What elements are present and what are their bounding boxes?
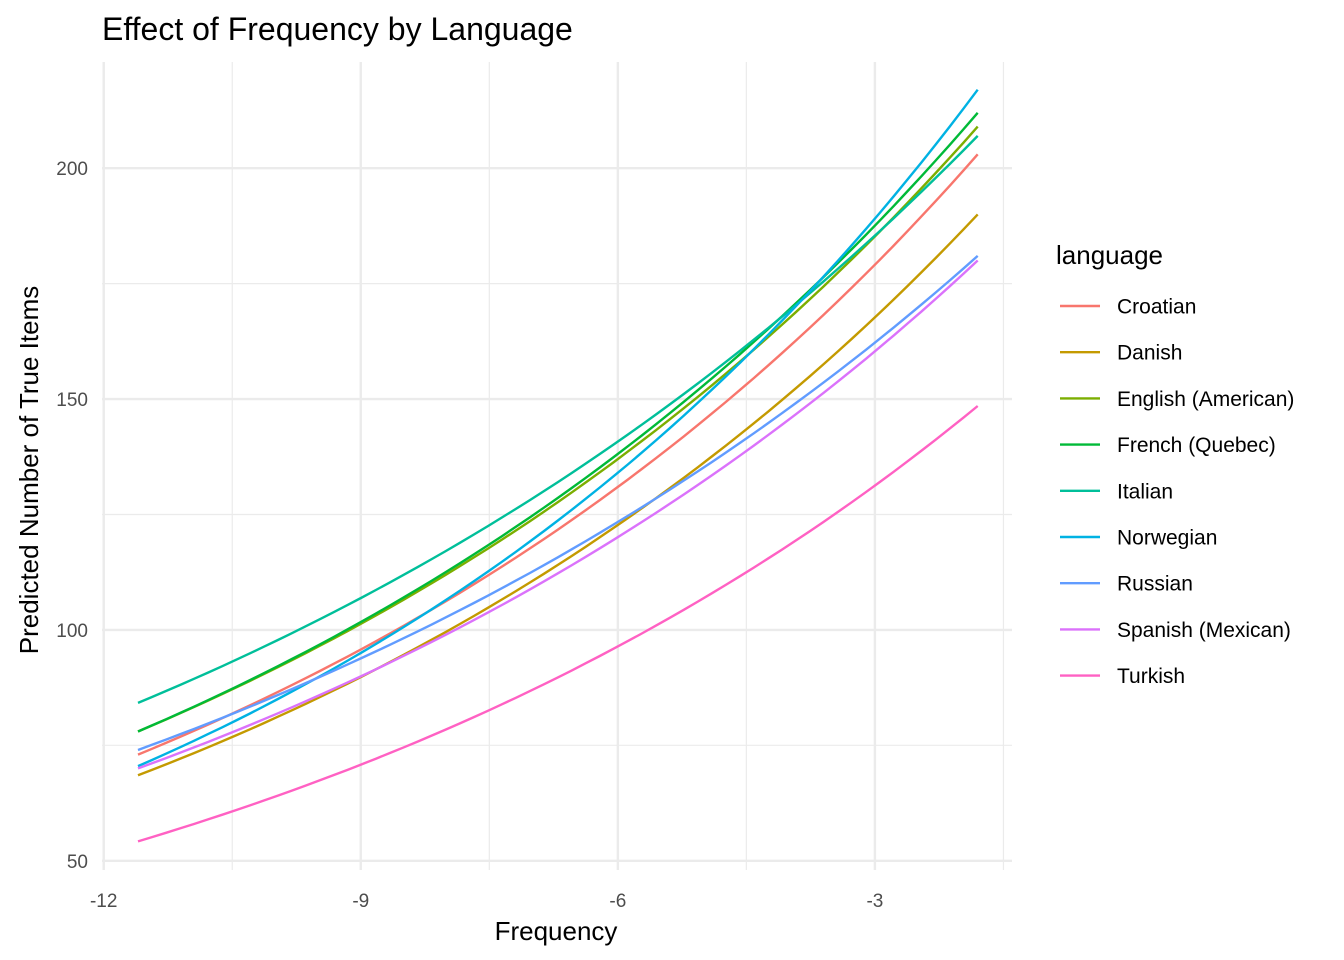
series-line-french-quebec: [137, 112, 979, 733]
legend-item: Turkish: [1060, 665, 1185, 688]
series-line-spanish-mexican: [137, 259, 979, 770]
x-tick-label: -9: [352, 891, 369, 912]
series-line-italian: [137, 135, 979, 705]
legend-item: Italian: [1060, 480, 1173, 503]
legend-label: French (Quebec): [1117, 434, 1276, 457]
y-tick-label: 200: [56, 159, 88, 180]
series-line-norwegian: [137, 88, 979, 768]
x-tick-label: -3: [866, 891, 883, 912]
legend-item: Norwegian: [1060, 527, 1217, 550]
grid: [102, 62, 1012, 870]
legend-item: French (Quebec): [1060, 434, 1276, 457]
legend-label: Italian: [1117, 480, 1173, 503]
x-tick-label: -6: [609, 891, 626, 912]
x-axis-title: Frequency: [495, 916, 618, 946]
series-line-russian: [137, 255, 979, 752]
legend-item: Danish: [1060, 342, 1182, 365]
x-tick-label: -12: [90, 891, 117, 912]
legend-item: English (American): [1060, 388, 1294, 411]
series-line-english-american: [137, 125, 979, 733]
x-axis-ticks: -12 -9 -6 -3: [90, 891, 883, 912]
legend-label: Russian: [1117, 573, 1193, 596]
legend-item: Russian: [1060, 573, 1193, 596]
legend-label: Norwegian: [1117, 527, 1217, 550]
series-line-turkish: [137, 405, 979, 843]
legend-item: Spanish (Mexican): [1060, 619, 1291, 642]
legend-label: Danish: [1117, 342, 1182, 365]
legend-items: Croatian Danish English (American) French (…: [1060, 296, 1294, 688]
legend-item: Croatian: [1060, 296, 1196, 319]
y-tick-label: 100: [56, 621, 88, 642]
y-axis-ticks: 50 100 150 200: [56, 159, 88, 873]
legend-label: English (American): [1117, 388, 1294, 411]
legend-label: Turkish: [1117, 665, 1185, 688]
series-line-croatian: [137, 153, 979, 756]
plot-lines: [137, 88, 979, 843]
chart-title: Effect of Frequency by Language: [102, 11, 573, 47]
y-tick-label: 50: [67, 852, 88, 873]
legend-label: Croatian: [1117, 296, 1196, 319]
legend-title: language: [1056, 240, 1163, 270]
y-tick-label: 150: [56, 390, 88, 411]
y-axis-title: Predicted Number of True Items: [14, 286, 44, 654]
series-line-danish: [137, 213, 979, 777]
legend-label: Spanish (Mexican): [1117, 619, 1291, 642]
legend: language Croatian Danish English (American…: [1056, 240, 1294, 688]
